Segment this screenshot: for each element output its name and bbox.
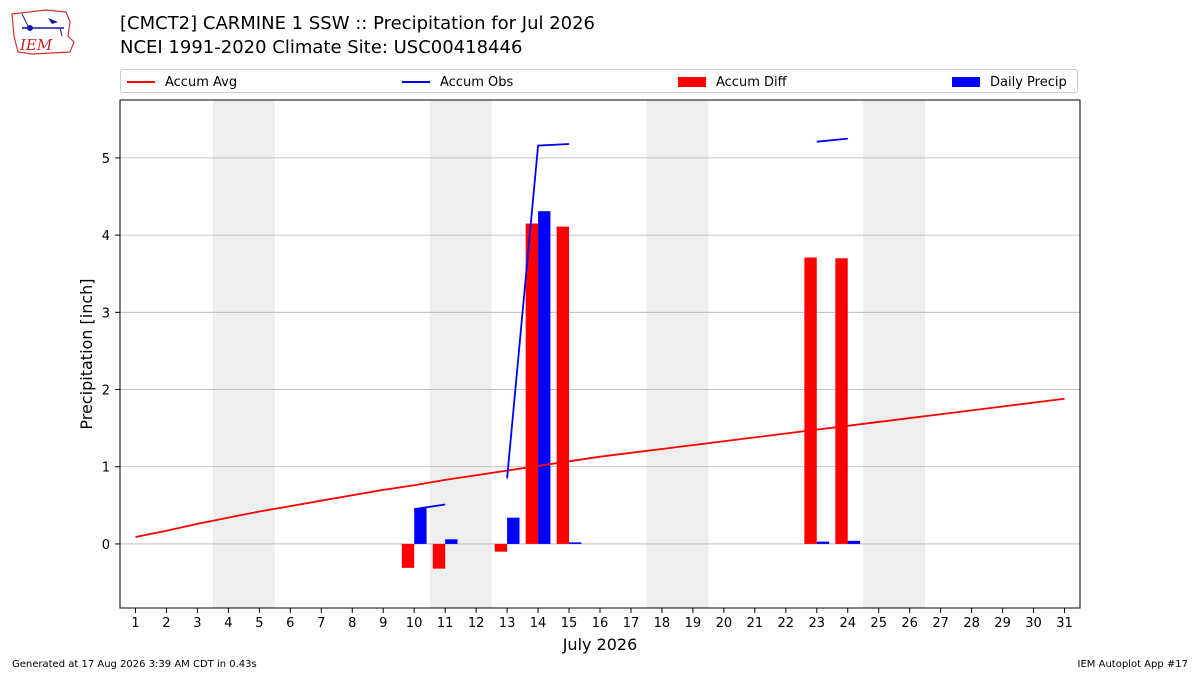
- legend-swatch-accum-obs: [402, 81, 430, 83]
- y-tick-label-0: 0: [102, 538, 110, 553]
- x-tick-label-20: 20: [716, 616, 733, 631]
- accum-diff-bar-day-13: [494, 543, 508, 552]
- weekend-band-19: [677, 100, 709, 608]
- x-tick-label-16: 16: [592, 616, 609, 631]
- x-tick-label-22: 22: [778, 616, 795, 631]
- weekend-band-4: [212, 100, 244, 608]
- accum-diff-bar-day-24: [835, 258, 848, 544]
- x-tick-label-19: 19: [685, 616, 702, 631]
- legend-label-daily-precip: Daily Precip: [990, 74, 1067, 90]
- x-tick-label-9: 9: [379, 616, 387, 631]
- accum-diff-bar-day-14: [525, 223, 539, 544]
- accum-obs-line-segment-2: [816, 137, 848, 143]
- x-tick-label-11: 11: [437, 616, 454, 631]
- footer-generated: Generated at 17 Aug 2026 3:39 AM CDT in …: [12, 659, 257, 670]
- accum-diff-bar-day-10: [401, 543, 415, 568]
- daily-precip-bar-day-14: [538, 211, 551, 544]
- x-axis-label: July 2026: [562, 635, 638, 654]
- daily-precip-bar-day-11: [445, 539, 458, 544]
- accum-diff-bar-day-15: [556, 226, 570, 544]
- accum-obs-line-segment-1: [506, 143, 570, 479]
- y-tick-label-3: 3: [102, 306, 110, 321]
- y-axis-label: Precipitation [inch]: [77, 278, 96, 429]
- x-tick-label-3: 3: [193, 616, 201, 631]
- x-tick-label-5: 5: [255, 616, 263, 631]
- weekend-band-26: [894, 100, 926, 608]
- y-tick-label-4: 4: [102, 229, 110, 244]
- accum-obs-line-segment-0: [414, 503, 446, 511]
- accum-avg-line-segment-0: [135, 397, 1065, 538]
- accum-diff-bar-day-23: [804, 257, 817, 544]
- x-tick-label-2: 2: [162, 616, 170, 631]
- x-tick-label-21: 21: [747, 616, 764, 631]
- legend-item-accum-avg: Accum Avg: [127, 73, 237, 91]
- x-tick-label-31: 31: [1056, 616, 1073, 631]
- footer-app: IEM Autoplot App #17: [1077, 659, 1188, 670]
- x-tick-label-6: 6: [286, 616, 294, 631]
- legend-item-daily-precip: Daily Precip: [952, 73, 1067, 91]
- x-tick-label-23: 23: [809, 616, 826, 631]
- legend-item-accum-diff: Accum Diff: [678, 73, 787, 91]
- x-tick-label-24: 24: [839, 616, 856, 631]
- x-tick-label-13: 13: [499, 616, 516, 631]
- daily-precip-bar-day-24: [847, 540, 861, 544]
- x-tick-label-18: 18: [654, 616, 671, 631]
- x-tick-label-30: 30: [1025, 616, 1042, 631]
- weekend-band-12: [460, 100, 492, 608]
- x-tick-label-29: 29: [994, 616, 1011, 631]
- x-tick-label-25: 25: [870, 616, 887, 631]
- weekend-band-25: [863, 100, 895, 608]
- daily-precip-bar-day-23: [816, 541, 830, 544]
- legend-label-accum-obs: Accum Obs: [440, 74, 514, 90]
- x-tick-label-27: 27: [932, 616, 949, 631]
- x-tick-label-4: 4: [224, 616, 232, 631]
- legend-swatch-daily-precip: [952, 77, 980, 87]
- x-tick-label-8: 8: [348, 616, 356, 631]
- y-tick-label-1: 1: [102, 461, 110, 476]
- daily-precip-bar-day-10: [414, 508, 427, 544]
- accum-diff-bar-day-11: [432, 543, 446, 569]
- x-tick-label-7: 7: [317, 616, 325, 631]
- iem-logo: IEM: [11, 9, 75, 55]
- weekend-band-18: [646, 100, 678, 608]
- legend: Accum Avg Accum Obs Accum Diff Daily Pre…: [120, 69, 1078, 93]
- weekend-band-5: [243, 100, 275, 608]
- x-tick-label-12: 12: [468, 616, 485, 631]
- x-tick-label-15: 15: [561, 616, 578, 631]
- x-tick-label-1: 1: [131, 616, 139, 631]
- weekend-band-11: [429, 100, 461, 608]
- x-tick-label-14: 14: [530, 616, 547, 631]
- x-tick-label-28: 28: [963, 616, 980, 631]
- x-tick-label-10: 10: [406, 616, 423, 631]
- x-tick-label-17: 17: [623, 616, 640, 631]
- svg-text:IEM: IEM: [19, 36, 53, 54]
- daily-precip-bar-day-15: [569, 542, 582, 544]
- legend-swatch-accum-diff: [678, 77, 706, 87]
- daily-precip-bar-day-13: [507, 517, 520, 544]
- chart-title: [CMCT2] CARMINE 1 SSW :: Precipitation f…: [120, 13, 596, 34]
- legend-label-accum-avg: Accum Avg: [165, 74, 238, 90]
- legend-label-accum-diff: Accum Diff: [716, 74, 787, 90]
- y-tick-label-2: 2: [102, 384, 110, 399]
- y-tick-label-5: 5: [102, 152, 110, 167]
- x-tick-label-26: 26: [901, 616, 918, 631]
- legend-item-accum-obs: Accum Obs: [402, 73, 513, 91]
- chart-subtitle: NCEI 1991-2020 Climate Site: USC00418446: [120, 37, 523, 58]
- legend-swatch-accum-avg: [127, 81, 155, 83]
